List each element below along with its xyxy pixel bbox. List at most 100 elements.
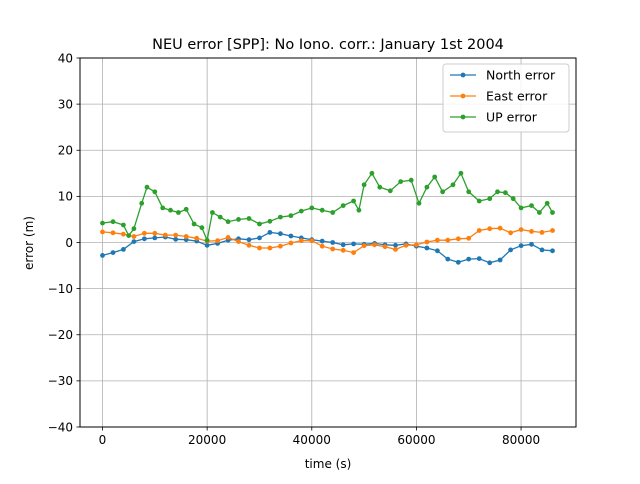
y-tick-label: −40 — [48, 420, 73, 434]
data-point-north-error — [424, 245, 430, 251]
data-point-up-error — [267, 218, 273, 224]
y-tick-label: −10 — [48, 282, 73, 296]
legend-marker-east-error — [460, 93, 466, 99]
data-point-east-error — [351, 250, 356, 256]
data-point-up-error — [432, 174, 438, 180]
data-point-up-error — [440, 189, 445, 195]
data-point-east-error — [445, 237, 451, 243]
data-point-east-error — [518, 227, 524, 233]
x-tick-label: 80000 — [502, 433, 540, 447]
data-point-up-error — [330, 210, 336, 215]
data-point-east-error — [508, 230, 513, 236]
y-tick-label: −20 — [48, 328, 73, 342]
data-point-up-error — [351, 198, 356, 204]
y-tick-label: 20 — [58, 144, 73, 158]
data-point-north-error — [319, 238, 325, 244]
data-point-east-error — [267, 245, 273, 251]
data-point-east-error — [288, 240, 294, 246]
legend-label-east-error: East error — [486, 89, 548, 104]
data-point-north-error — [131, 239, 137, 245]
data-point-up-error — [183, 206, 189, 212]
data-point-up-error — [298, 208, 304, 214]
x-tick-label: 20000 — [188, 433, 226, 447]
data-point-north-error — [340, 242, 346, 248]
data-point-east-error — [162, 232, 168, 238]
data-point-north-error — [487, 260, 493, 266]
data-point-east-error — [131, 234, 137, 239]
data-point-up-error — [537, 210, 542, 215]
data-point-up-error — [121, 222, 126, 228]
data-point-north-error — [529, 241, 534, 247]
data-point-up-error — [126, 233, 132, 239]
data-point-east-error — [340, 247, 346, 253]
data-point-up-error — [518, 205, 524, 211]
data-point-east-error — [100, 229, 105, 235]
data-point-east-error — [550, 228, 555, 233]
data-point-east-error — [539, 230, 545, 235]
data-point-east-error — [476, 228, 482, 233]
data-point-up-error — [199, 225, 205, 231]
data-point-east-error — [142, 230, 147, 236]
data-point-up-error — [416, 200, 422, 206]
data-point-east-error — [225, 235, 231, 240]
data-point-up-error — [408, 177, 414, 183]
data-point-up-error — [131, 226, 137, 232]
data-point-up-error — [309, 205, 315, 211]
data-point-east-error — [393, 247, 398, 252]
data-point-up-error — [110, 219, 116, 225]
data-point-north-error — [476, 256, 482, 261]
data-point-east-error — [455, 236, 461, 242]
data-point-up-error — [160, 205, 166, 211]
chart-title: NEU error [SPP]: No Iono. corr.: January… — [152, 37, 504, 53]
data-point-north-error — [100, 253, 105, 258]
data-point-up-error — [424, 184, 430, 190]
data-point-east-error — [424, 239, 430, 245]
y-tick-label: 30 — [58, 97, 73, 111]
data-point-east-error — [152, 230, 158, 236]
data-point-east-error — [497, 225, 503, 231]
data-point-east-error — [309, 238, 315, 244]
data-point-up-error — [278, 214, 283, 220]
data-point-north-error — [550, 248, 555, 254]
data-point-up-error — [139, 200, 145, 206]
data-point-north-error — [455, 259, 461, 265]
data-point-north-error — [152, 235, 158, 241]
legend-marker-up-error — [460, 114, 466, 120]
data-point-up-error — [361, 182, 367, 188]
data-point-east-error — [372, 242, 377, 248]
data-point-north-error — [330, 240, 336, 245]
data-point-up-error — [100, 220, 105, 226]
data-point-east-error — [278, 243, 283, 249]
data-point-up-error — [340, 203, 346, 209]
data-point-up-error — [152, 189, 158, 195]
y-tick-label: −30 — [48, 374, 73, 388]
data-point-east-error — [330, 246, 336, 252]
data-point-north-error — [445, 256, 451, 262]
data-point-up-error — [550, 210, 555, 215]
data-point-up-error — [503, 190, 508, 196]
data-point-east-error — [403, 242, 409, 248]
data-point-north-error — [539, 247, 545, 253]
data-point-north-error — [466, 256, 472, 262]
data-point-up-error — [398, 179, 404, 185]
data-point-north-error — [204, 242, 210, 248]
data-point-up-error — [168, 207, 173, 213]
data-point-up-error — [450, 182, 456, 188]
data-point-east-error — [194, 235, 200, 241]
data-point-north-error — [497, 257, 503, 263]
tick-layer: 0 20000 40000 60000 80000 −40 −30 −20 −10 0 10 20 30… — [48, 51, 540, 447]
y-tick-label: 0 — [65, 236, 73, 250]
data-point-east-error — [487, 226, 493, 232]
data-point-up-error — [529, 203, 534, 209]
data-point-up-error — [544, 200, 550, 206]
data-point-east-error — [361, 243, 367, 249]
data-point-east-error — [319, 243, 325, 249]
data-point-north-error — [393, 242, 398, 248]
data-point-up-error — [236, 217, 241, 222]
data-point-north-error — [121, 247, 126, 252]
data-point-north-error — [110, 250, 116, 256]
data-point-up-error — [210, 210, 215, 215]
data-point-north-error — [278, 231, 283, 237]
data-point-up-error — [487, 196, 493, 202]
data-point-east-error — [414, 242, 419, 248]
